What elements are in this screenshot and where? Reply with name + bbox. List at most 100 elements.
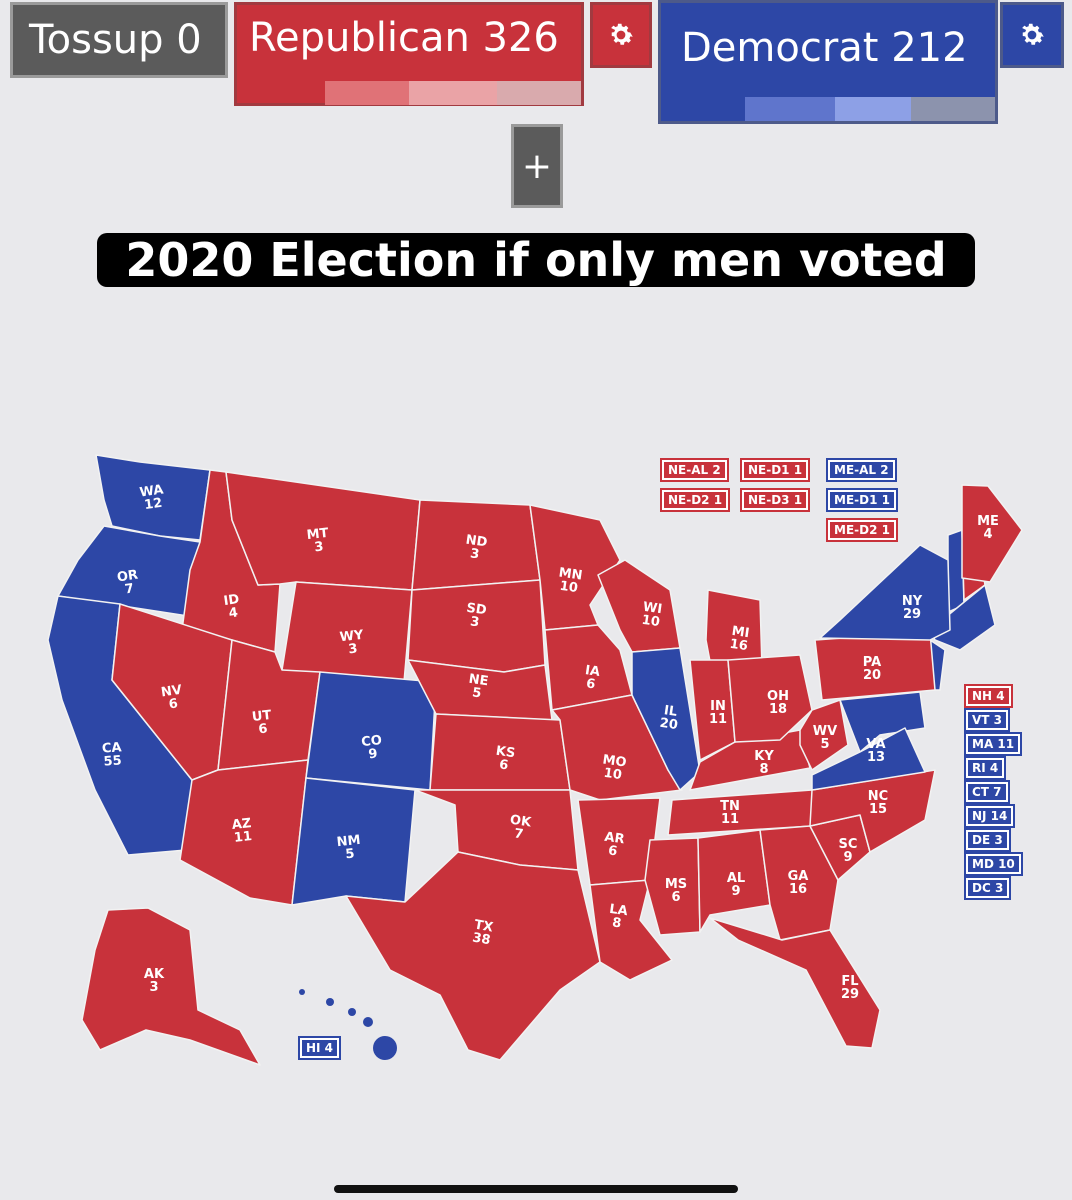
state-label-ok: OK7 [507,813,533,844]
state-label-oh: OH 18 [767,689,789,717]
state-oh[interactable] [727,654,813,743]
state-label-il: IL20 [659,703,681,733]
state-fl[interactable] [709,917,881,1049]
state-label-va: VA 13 [866,737,885,765]
tag-ne-d2-1[interactable]: NE-D2 1 [659,488,731,512]
label-layer: WA12 OR7 CA55 ID4 NV6 MT3 WY3 UT6 AZ11 CO9 NM5 ND3 S… [101,482,998,1002]
state-label-wy: WY3 [339,628,366,658]
state-label-mi: MI16 [729,624,751,654]
democrat-strength-likely [835,97,911,121]
state-label-sd: SD3 [464,601,488,632]
state-label-ut: UT6 [251,708,273,738]
state-tx[interactable] [345,851,601,1061]
us-electoral-map: WA12 OR7 CA55 ID4 NV6 MT3 WY3 UT6 AZ11 CO9 NM5 ND3 S… [47,454,1023,1066]
state-label-me: ME 4 [977,514,999,542]
state-il[interactable] [631,647,701,791]
tag-hi[interactable]: HI 4 [297,1036,342,1060]
state-label-ga: GA 16 [788,869,809,897]
state-nc[interactable] [809,769,936,853]
gear-icon [611,23,633,45]
state-label-tn: TN 11 [720,799,740,827]
hawaii-island[interactable] [363,1017,373,1027]
republican-settings-button[interactable] [590,2,652,68]
tag-me-d2-1[interactable]: ME-D2 1 [826,518,898,542]
republican-strength-lean [325,81,409,105]
state-label-nc: NC 15 [868,789,888,817]
home-indicator [334,1185,738,1193]
democrat-strength-lean [745,97,835,121]
state-label-mt: MT3 [306,526,331,556]
state-label-id: ID4 [223,592,243,622]
republican-label: Republican 326 [249,15,559,61]
tag-md[interactable]: MD 10 [964,852,1023,876]
state-label-al: AL 9 [727,871,745,899]
hawaii-island[interactable] [299,989,305,995]
state-label-ca: CA55 [101,740,123,769]
state-label-in: IN 11 [709,699,727,727]
state-label-nd: ND3 [463,533,489,564]
state-wa[interactable] [95,454,211,541]
state-ny[interactable] [819,544,951,641]
tag-me-al-2[interactable]: ME-AL 2 [826,458,897,482]
state-label-la: LA8 [607,902,629,932]
democrat-label: Democrat 212 [681,25,968,71]
republican-button[interactable]: Republican 326 [234,2,584,106]
state-label-ne: NE5 [466,672,489,702]
state-label-ia: IA6 [582,663,601,693]
state-label-ky: KY 8 [754,749,774,777]
state-wv[interactable] [799,699,849,771]
plus-icon: + [521,145,553,187]
state-va[interactable] [811,727,926,791]
caption: 2020 Election if only men voted [0,222,1072,298]
state-label-ny: NY 29 [902,594,923,622]
state-co[interactable] [305,671,437,791]
gear-icon [1022,23,1044,45]
tag-nh[interactable]: NH 4 [964,684,1013,708]
tag-dc[interactable]: DC 3 [963,876,1012,900]
democrat-settings-button[interactable] [1000,2,1064,68]
tag-ri[interactable]: RI 4 [963,756,1007,780]
tag-ne-d1-1[interactable]: NE-D1 1 [739,458,811,482]
tag-ct[interactable]: CT 7 [964,780,1010,804]
tag-ne-al-2[interactable]: NE-AL 2 [660,458,729,482]
tag-de[interactable]: DE 3 [964,828,1011,852]
state-label-or: OR7 [116,568,141,599]
tossup-button[interactable]: Tossup 0 [10,2,228,78]
tag-ne-d3-1[interactable]: NE-D3 1 [739,488,811,512]
state-label-ks: KS6 [493,744,516,774]
hawaii-island[interactable] [373,1036,397,1060]
add-button[interactable]: + [511,124,563,208]
democrat-strength-tilt [911,97,995,121]
state-label-nm: NM5 [336,833,363,863]
state-ne[interactable] [407,659,553,721]
state-label-wv: WV 5 [813,724,837,752]
state-label-az: AZ11 [231,816,253,846]
caption-text: 2020 Election if only men voted [97,233,975,287]
tag-me-d1-1[interactable]: ME-D1 1 [826,488,898,512]
state-label-nv: NV6 [160,683,185,714]
state-ms[interactable] [644,837,701,936]
state-label-sc: SC 9 [839,837,858,865]
state-label-fl: FL 29 [841,974,859,1002]
state-label-tx: TX38 [471,918,494,949]
state-label-ar: AR6 [602,830,626,861]
hawaii-island[interactable] [348,1008,356,1016]
tag-ma[interactable]: MA 11 [963,732,1023,756]
hawaii-island[interactable] [326,998,334,1006]
state-al[interactable] [697,829,771,933]
state-mn[interactable] [529,504,621,631]
state-label-mn: MN10 [556,565,583,596]
republican-strength-likely [409,81,497,105]
state-label-co: CO9 [361,733,384,763]
state-ok[interactable] [414,789,579,871]
state-ia[interactable] [544,624,633,711]
state-ak[interactable] [81,907,261,1066]
tag-nj[interactable]: NJ 14 [963,804,1016,828]
tag-vt[interactable]: VT 3 [964,708,1010,732]
democrat-button[interactable]: Democrat 212 [658,0,998,124]
state-label-ak: AK 3 [144,967,165,995]
tossup-label: Tossup 0 [29,17,202,63]
state-label-wi: WI10 [640,600,663,630]
state-me[interactable] [961,484,1023,583]
state-layer [47,454,1023,1066]
